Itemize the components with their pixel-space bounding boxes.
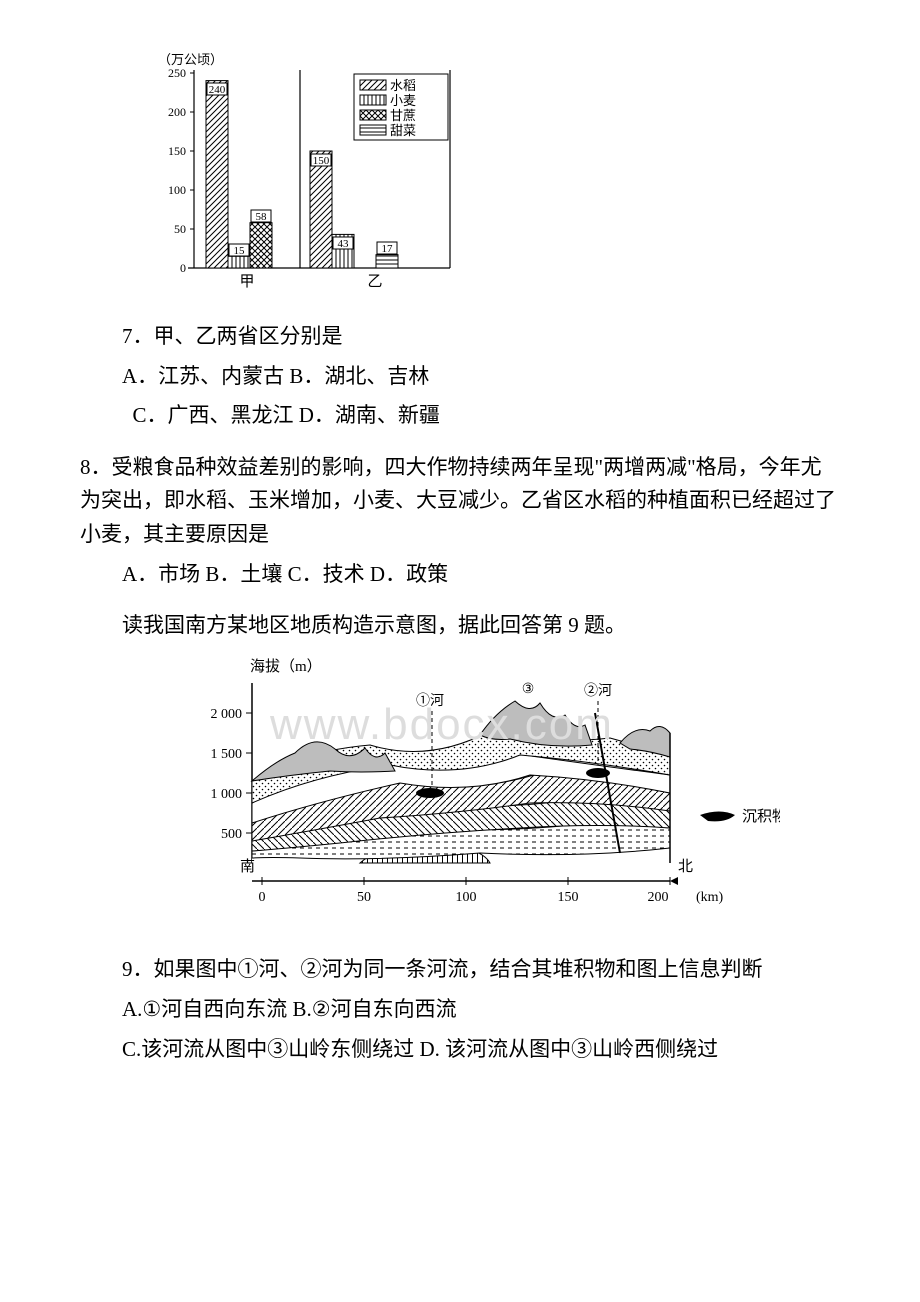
ytick-50: 50: [174, 222, 186, 236]
bar-chart-svg: （万公顷） 0 50 100 150 200 250: [150, 50, 470, 300]
geo-strata: [252, 701, 670, 863]
geo-ytick-1500: 1 500: [211, 747, 243, 762]
question-9: 9．如果图中①河、②河为同一条河流，结合其堆积物和图上信息判断 A.①河自西向东…: [80, 953, 840, 1066]
bar-label-jia-sugarcane: 58: [256, 211, 268, 223]
bar-label-jia-wheat: 15: [234, 245, 246, 257]
geo-ytick-500: 500: [221, 827, 242, 842]
geo-north-label: 北: [678, 858, 693, 875]
geo-ytick-2000: 2 000: [211, 707, 243, 722]
geo-xtick-150: 150: [558, 890, 579, 905]
geo-xtick-100: 100: [456, 890, 477, 905]
geo-x-unit: (km): [696, 890, 724, 905]
category-jia: 甲: [239, 274, 254, 290]
geo-xtick-50: 50: [357, 890, 371, 905]
question-7: 7．甲、乙两省区分别是 A．江苏、内蒙古 B．湖北、吉林 C．广西、黑龙江 D．…: [80, 320, 840, 433]
geo-y-title: 海拔（m）: [250, 658, 322, 675]
bars-group-jia: 240 15 58 甲: [206, 81, 272, 290]
ytick-0: 0: [180, 261, 186, 275]
callout-river-2: ②河: [584, 683, 612, 699]
bar-label-yi-beet: 17: [382, 243, 394, 255]
question-8: 8．受粮食品种效益差别的影响，四大作物持续两年呈现"两增两减"格局，今年尤为突出…: [80, 451, 840, 591]
geo-legend: 沉积物: [700, 808, 780, 825]
ytick-100: 100: [168, 183, 186, 197]
geology-cross-section: 海拔（m） 500 1 000 1 500 2 000: [180, 653, 840, 924]
ytick-200: 200: [168, 105, 186, 119]
callout-peak-3: ③: [522, 682, 535, 697]
legend-sugarcane: 甘蔗: [390, 108, 416, 123]
callout-river-1: ①河: [416, 693, 444, 709]
q7-stem: 7．甲、乙两省区分别是: [80, 320, 840, 354]
legend-rice: 水稻: [390, 78, 416, 93]
bar-label-jia-rice: 240: [209, 84, 226, 96]
geo-south-label: 南: [240, 858, 255, 875]
y-axis-title: （万公顷）: [158, 52, 223, 67]
ytick-150: 150: [168, 144, 186, 158]
crop-area-bar-chart: （万公顷） 0 50 100 150 200 250: [150, 50, 840, 300]
geo-xtick-200: 200: [648, 890, 669, 905]
q7-options-ab: A．江苏、内蒙古 B．湖北、吉林: [80, 360, 840, 394]
chart-legend: 水稻 小麦 甘蔗 甜菜: [354, 74, 448, 140]
geo-legend-label: 沉积物: [742, 808, 780, 825]
category-yi: 乙: [367, 274, 382, 290]
legend-wheat: 小麦: [390, 93, 416, 108]
geo-x-axis: 0 50 100 150 200 (km): [252, 877, 724, 905]
bar-label-yi-wheat: 43: [338, 238, 350, 250]
legend-beet: 甜菜: [390, 123, 416, 138]
q8-stem: 8．受粮食品种效益差别的影响，四大作物持续两年呈现"两增两减"格局，今年尤为突出…: [80, 451, 840, 552]
q9-options-ab: A.①河自西向东流 B.②河自东向西流: [80, 993, 840, 1027]
bar-label-yi-rice: 150: [313, 155, 330, 167]
q9-intro: 读我国南方某地区地质构造示意图，据此回答第 9 题。: [80, 609, 840, 643]
geology-svg: 海拔（m） 500 1 000 1 500 2 000: [180, 653, 780, 913]
bars-group-yi: 150 43 17 乙: [310, 151, 398, 290]
geo-xtick-0: 0: [259, 890, 266, 905]
q8-options: A．市场 B．土壤 C．技术 D．政策: [80, 558, 840, 592]
geo-y-ticks: 500 1 000 1 500 2 000: [211, 707, 253, 842]
q7-options-cd: C．广西、黑龙江 D．湖南、新疆: [80, 399, 840, 433]
ytick-250: 250: [168, 66, 186, 80]
q9-stem: 9．如果图中①河、②河为同一条河流，结合其堆积物和图上信息判断: [80, 953, 840, 987]
geo-ytick-1000: 1 000: [211, 787, 243, 802]
q9-options-cd: C.该河流从图中③山岭东侧绕过 D. 该河流从图中③山岭西侧绕过: [80, 1033, 840, 1067]
